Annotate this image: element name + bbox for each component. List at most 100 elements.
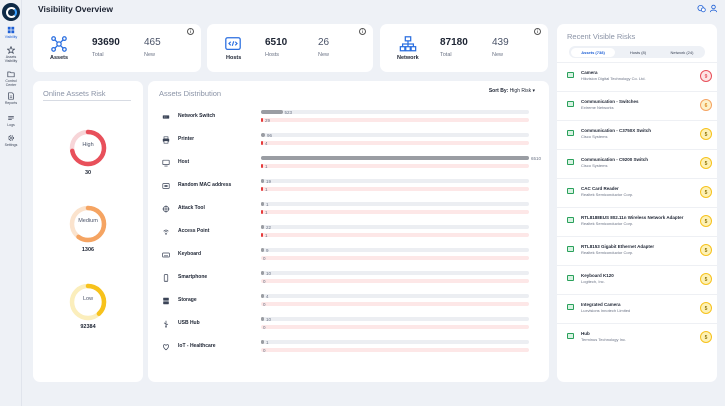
risk-score-badge: 5 [700,244,712,256]
risk-value: 0 [263,301,266,307]
user-icon[interactable] [709,4,718,13]
risk-score-badge: 5 [700,215,712,227]
stat-card-hosts[interactable]: Hosts 6510 Hosts 26 New i [207,24,373,72]
risk-bar-track: 1 [261,210,529,215]
device-icon [567,101,574,107]
switch-icon [162,115,170,119]
healthcare-icon [163,344,169,351]
distribution-row[interactable]: Random MAC address 19 1 [148,177,549,197]
info-icon[interactable]: i [187,28,194,35]
risk-bar-track: 0 [261,325,529,330]
distribution-row[interactable]: USB Hub 10 0 [148,315,549,335]
risk-list-item[interactable]: RTL8153 Gigabit Ethernet Adapter Realtek … [557,236,717,264]
distribution-row[interactable]: Storage 4 0 [148,292,549,312]
donut-arc [69,205,107,243]
distribution-row[interactable]: Printer 96 4 [148,131,549,151]
monitor-icon [162,159,170,167]
info-icon[interactable]: i [534,28,541,35]
total-value: 22 [266,224,272,230]
app-logo[interactable] [2,3,20,21]
total-bar [261,156,529,160]
chevron-down-icon: ▾ [532,88,535,94]
risk-list-item[interactable]: Communication - C3750X Switch Cisco Syste… [557,120,717,148]
risk-list-item[interactable]: Communication - C9200 Switch Cisco System… [557,149,717,177]
distribution-row[interactable]: IoT - Healthcare 1 0 [148,338,549,358]
distribution-row[interactable]: Access Point 22 1 [148,223,549,243]
risk-value: 1 [265,186,268,192]
risk-list-item[interactable]: Camera Hikvision Digital Technology Co. L… [557,62,717,90]
risk-value: 0 [263,278,266,284]
risk-list-item[interactable]: Integrated Camera Luxvisions Innotech Lim… [557,294,717,322]
risk-item-vendor: Extreme Networks [581,105,614,110]
assets-network-icon [49,34,69,54]
stat-new-label: New [144,52,156,58]
risk-donut-low[interactable]: Low [67,281,109,323]
distribution-row[interactable]: Host 6510 1 [148,154,549,174]
sidebar-item-logs[interactable]: Logs [0,114,22,127]
tab-assets[interactable]: Assets (738) [571,47,615,57]
stat-new-label: New [492,52,504,58]
sidebar-item-settings[interactable]: Settings [0,134,22,147]
risk-bar [261,118,263,122]
risk-list-item[interactable]: Hub Terminus Technology Inc. 5 [557,323,717,351]
device-icon [567,304,574,310]
host-code-icon [223,34,243,54]
info-icon[interactable]: i [359,28,366,35]
risk-list-item[interactable]: Keyboard K120 Logitech, Inc. 5 [557,265,717,293]
risk-bar-track: 1 [261,163,529,169]
total-bar [261,133,265,137]
total-bar-track: 1 [261,340,529,345]
risk-bar-track: 0 [261,278,529,284]
distribution-row-name: Network Switch [178,113,216,119]
notifications-icon[interactable] [697,4,706,13]
risk-list-item[interactable]: Communication - Switches Extreme Networks… [557,91,717,119]
sidebar-item-label: Reports [4,101,18,105]
distribution-row[interactable]: Keyboard 9 0 [148,246,549,266]
tab-hosts[interactable]: Hosts (8) [629,49,647,55]
risk-item-vendor: Logitech, Inc. [581,279,605,284]
sidebar-item-reports[interactable]: Reports [0,92,22,105]
gear-icon [8,135,14,141]
tab-network[interactable]: Network (24) [670,49,694,55]
risk-list-item[interactable]: RTL8188EUS 802.11n Wireless Network Adap… [557,207,717,235]
total-bar [261,294,264,298]
risk-item-name: Communication - C9200 Switch [581,157,649,162]
assets-distribution-card: Assets Distribution Sort By: High Risk ▾… [148,81,549,382]
sidebar-item-assets-visibility[interactable]: Assets Visibility [0,46,22,63]
risk-value: 1 [265,163,268,169]
total-bar [261,179,264,183]
sort-dropdown[interactable]: Sort By: High Risk ▾ [489,88,535,94]
mac-address-icon [162,183,170,189]
stat-label: Assets [50,55,69,61]
total-bar [261,248,264,252]
distribution-row[interactable]: Network Switch 523 29 [148,108,549,128]
stat-new: 26 [318,37,330,48]
smartphone-icon [163,274,169,282]
risk-list-item[interactable]: CAC Card Reader Realtek Semiconductor Cor… [557,178,717,206]
stat-label: Network [397,55,419,61]
total-bar [261,271,264,275]
risk-donut-high[interactable]: High [67,127,109,169]
list-icon [8,116,14,120]
stat-total: 6510 [265,37,288,48]
card-title: Online Assets Risk [43,89,106,98]
risk-item-vendor: Realtek Semiconductor Corp. [581,250,634,255]
total-value: 19 [266,178,272,184]
distribution-row[interactable]: Attack Tool 1 1 [148,200,549,220]
sidebar-item-visibility[interactable]: Visibility [0,26,22,39]
sort-value: High Risk [509,88,532,94]
device-icon [567,72,574,78]
stat-card-network[interactable]: Network 87180 Total 439 New i [380,24,548,72]
stat-card-assets[interactable]: Assets 93690 Total 465 New i [33,24,201,72]
distribution-row[interactable]: Smartphone 10 0 [148,269,549,289]
sidebar-item-control-center[interactable]: Control Center [0,70,22,87]
risk-item-vendor: Luxvisions Innotech Limited [581,308,631,313]
device-icon [567,333,574,339]
total-value: 523 [284,109,293,115]
risk-donut-medium[interactable]: Medium [67,203,109,245]
document-icon [8,92,14,100]
distribution-row-name: Keyboard [178,251,202,257]
distribution-row-name: Smartphone [178,274,208,280]
donut-arc [69,283,107,321]
printer-icon [162,136,170,144]
